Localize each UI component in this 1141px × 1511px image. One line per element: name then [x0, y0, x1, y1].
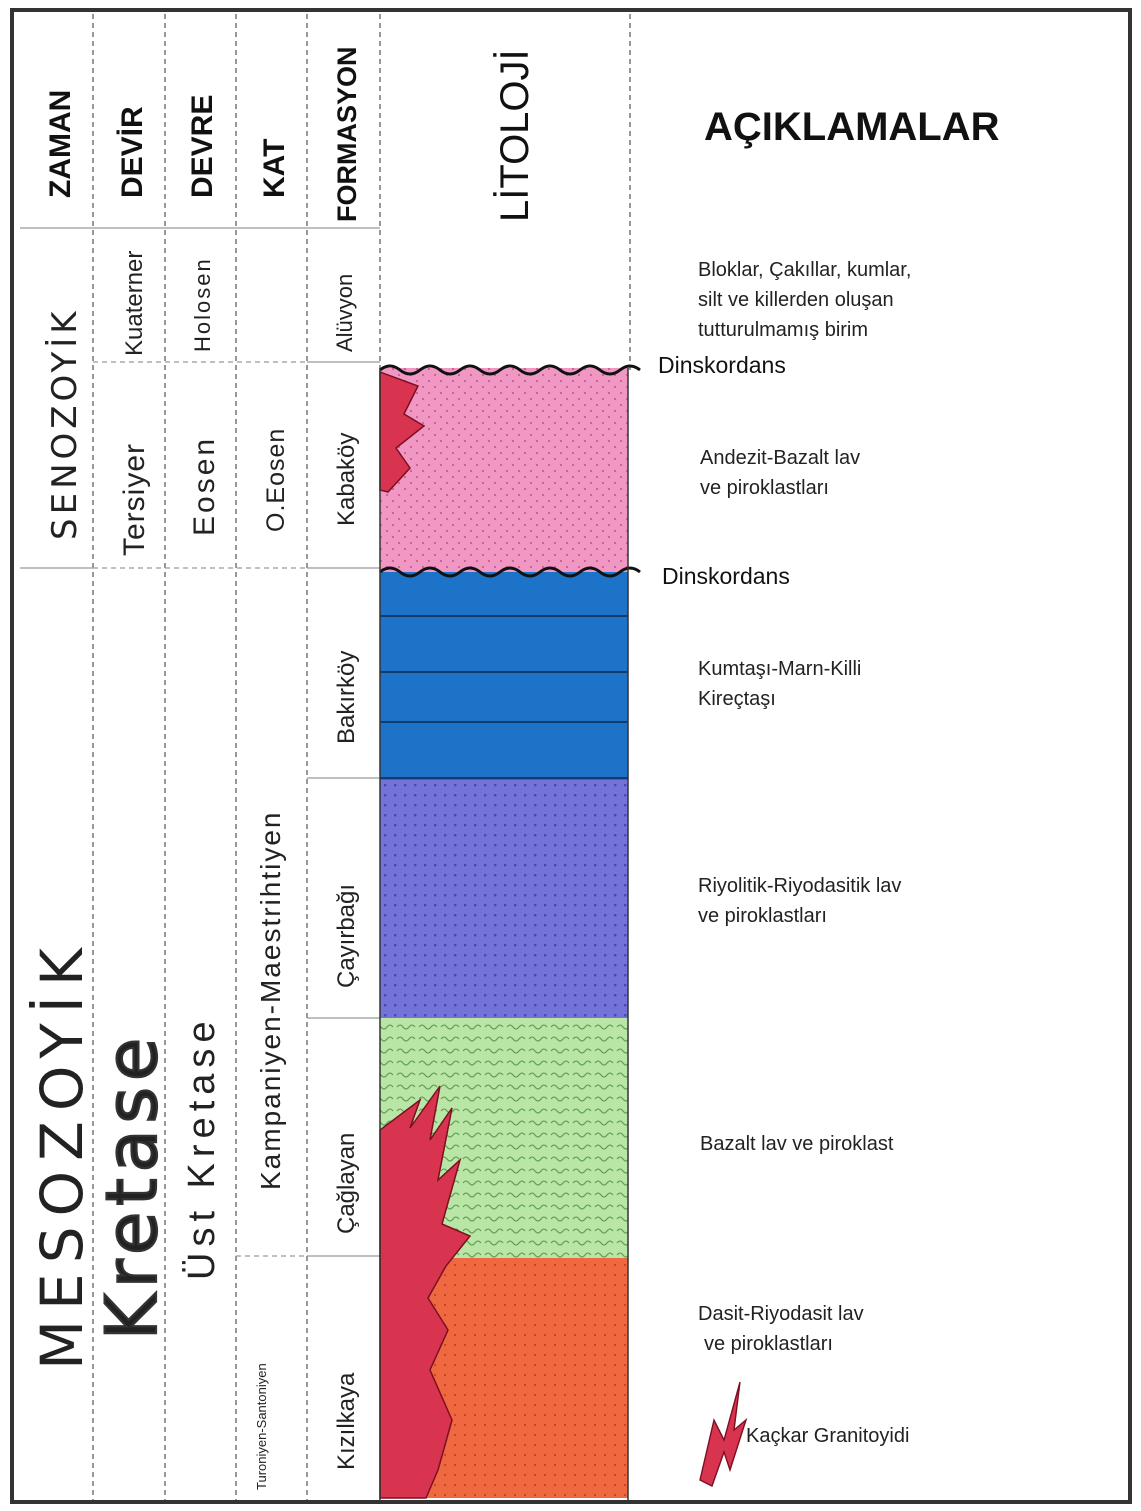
- desc-caglayan-line-1: Bazalt lav ve piroklast: [700, 1133, 894, 1155]
- header-devir: DEVİR: [116, 106, 149, 198]
- era-mesozoyik: MESOZOYİK: [28, 938, 96, 1370]
- desc-kabakoy-line-1: Andezit-Bazalt lav: [700, 447, 860, 469]
- epoch-ust-kretase: Üst Kretase: [181, 1015, 223, 1280]
- period-kretase: Kretase: [91, 1032, 173, 1340]
- desc-bakirkoy-line-1: Kumtaşı-Marn-Killi: [698, 658, 861, 680]
- formation-caglayan: Çağlayan: [333, 1133, 360, 1234]
- desc-aluvyon-line-2: silt ve killerden oluşan: [698, 289, 894, 311]
- header-aciklamalar: AÇIKLAMALAR: [704, 105, 1000, 149]
- intrusion-symbol-icon: [699, 1381, 748, 1487]
- granitoid-intrusion-lower: [379, 1085, 472, 1499]
- unconformity-line-top: [379, 364, 641, 376]
- legend-granitoid: Kaçkar Granitoyidi: [699, 1381, 909, 1487]
- epoch-eosen: Eosen: [188, 436, 221, 536]
- layer-bakirkoy: [380, 572, 628, 780]
- unconformity-label-top: Dinskordans: [658, 352, 786, 378]
- header-kat: KAT: [258, 139, 291, 198]
- formation-aluvyon: Alüvyon: [332, 274, 357, 352]
- desc-cayirbagi-line-2: ve piroklastları: [698, 905, 827, 927]
- formation-kabakoy: Kabaköy: [333, 433, 360, 526]
- header-devre: DEVRE: [186, 95, 219, 198]
- granitoid-intrusion-upper: [379, 370, 426, 493]
- period-kuaterner: Kuaterner: [121, 251, 148, 356]
- epoch-holosen: Holosen: [190, 257, 215, 352]
- stage-turoniyen: Turoniyen-Santoniyen: [254, 1363, 269, 1490]
- header-zaman: ZAMAN: [44, 90, 77, 198]
- desc-aluvyon-line-1: Bloklar, Çakıllar, kumlar,: [698, 259, 911, 281]
- desc-kizilkaya-line-1: Dasit-Riyodasit lav: [698, 1303, 864, 1325]
- lithology-column: [379, 364, 641, 1500]
- formation-cayirbagi: Çayırbağı: [333, 884, 360, 988]
- stage-kampaniyen: Kampaniyen-Maestrihtiyen: [255, 811, 286, 1191]
- desc-kizilkaya-line-2: ve piroklastları: [704, 1333, 833, 1355]
- header-litoloji: LİTOLOJİ: [492, 49, 537, 222]
- legend-granitoid-label: Kaçkar Granitoyidi: [746, 1425, 909, 1447]
- unconformity-label-bottom: Dinskordans: [662, 563, 790, 589]
- desc-kabakoy-line-2: ve piroklastları: [700, 477, 829, 499]
- formation-kizilkaya: Kızılkaya: [333, 1372, 360, 1470]
- desc-aluvyon-line-3: tutturulmamış birim: [698, 319, 868, 341]
- period-tersiyer: Tersiyer: [118, 443, 151, 556]
- stage-o-eosen: O.Eosen: [262, 428, 290, 532]
- formation-bakirkoy: Bakırköy: [333, 651, 360, 744]
- header-formasyon: FORMASYON: [332, 47, 362, 223]
- unconformity-line-bottom: [379, 566, 641, 578]
- desc-bakirkoy-line-2: Kireçtaşı: [698, 688, 776, 710]
- era-senozoyik: SENOZOYİK: [45, 307, 85, 540]
- desc-cayirbagi-line-1: Riyolitik-Riyodasitik lav: [698, 875, 901, 897]
